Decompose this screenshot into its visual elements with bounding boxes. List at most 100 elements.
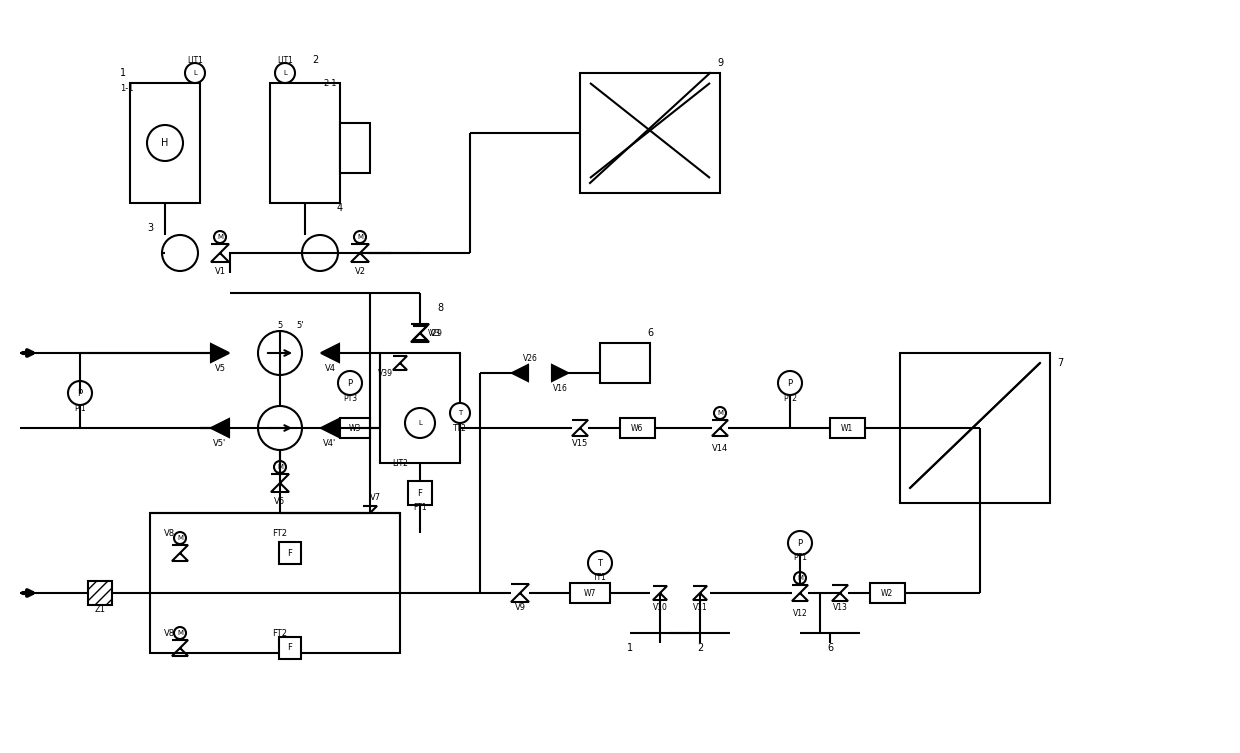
Text: V12: V12 [792, 608, 807, 617]
Text: M: M [177, 630, 184, 636]
Text: L: L [283, 70, 286, 76]
Bar [870, 583, 905, 603]
Text: W1: W1 [841, 423, 853, 432]
Bar [88, 581, 112, 605]
Text: W6: W6 [631, 423, 644, 432]
Text: 7: 7 [1056, 358, 1063, 368]
Bar [150, 513, 401, 653]
Text: 1: 1 [120, 68, 126, 78]
Circle shape [353, 231, 366, 243]
Text: W2: W2 [880, 589, 893, 597]
Text: Z1: Z1 [94, 605, 105, 614]
Text: 1-1: 1-1 [120, 84, 134, 93]
Circle shape [405, 408, 435, 438]
Text: V13: V13 [832, 603, 847, 612]
Text: 6: 6 [827, 643, 833, 653]
Text: L: L [418, 420, 422, 426]
Bar [379, 353, 460, 463]
Circle shape [174, 532, 186, 544]
Text: P: P [787, 379, 792, 388]
Text: V7: V7 [370, 493, 381, 502]
Text: LIT1: LIT1 [187, 56, 203, 65]
Text: T: T [458, 410, 463, 416]
Circle shape [588, 551, 613, 575]
Bar [279, 637, 301, 659]
Text: V5': V5' [213, 438, 227, 447]
Text: FT1: FT1 [413, 504, 427, 513]
Text: TT1: TT1 [593, 574, 606, 583]
Text: FT2: FT2 [273, 529, 288, 538]
Text: V6: V6 [274, 496, 285, 505]
Circle shape [450, 403, 470, 423]
Text: LIT1: LIT1 [277, 56, 293, 65]
Text: V10: V10 [652, 603, 667, 612]
Text: 8: 8 [436, 303, 443, 313]
Circle shape [777, 371, 802, 395]
Bar [620, 418, 655, 438]
Text: 2: 2 [697, 643, 703, 653]
Text: PT3: PT3 [343, 394, 357, 403]
Circle shape [275, 63, 295, 83]
Circle shape [714, 407, 725, 419]
Text: F: F [418, 489, 423, 498]
Text: T: T [598, 559, 603, 568]
Text: V16: V16 [553, 383, 568, 392]
Text: V5: V5 [215, 364, 226, 373]
Text: V14: V14 [712, 444, 728, 453]
Polygon shape [321, 419, 339, 437]
Circle shape [303, 235, 339, 271]
Bar [830, 418, 866, 438]
Text: 3: 3 [146, 223, 153, 233]
Polygon shape [552, 365, 568, 381]
Circle shape [408, 481, 432, 505]
Text: H: H [161, 138, 169, 148]
Text: M: M [277, 464, 283, 470]
Circle shape [258, 406, 303, 450]
Polygon shape [211, 419, 229, 437]
Polygon shape [321, 344, 339, 362]
Text: V9: V9 [515, 603, 526, 612]
Bar [408, 481, 432, 505]
Text: P: P [797, 538, 802, 547]
Circle shape [787, 531, 812, 555]
Text: FT2: FT2 [273, 629, 288, 638]
Circle shape [258, 331, 303, 375]
Circle shape [279, 542, 301, 564]
Polygon shape [211, 344, 229, 362]
Text: M: M [217, 234, 223, 240]
Text: V8: V8 [165, 629, 176, 638]
Text: TT2: TT2 [453, 423, 467, 432]
Text: 6: 6 [647, 328, 653, 338]
Bar [600, 343, 650, 383]
Text: M: M [797, 575, 804, 581]
Text: V29: V29 [428, 328, 443, 337]
Text: PT1: PT1 [794, 553, 807, 562]
Text: 9: 9 [717, 58, 723, 68]
Polygon shape [512, 365, 528, 381]
Text: V4': V4' [324, 438, 336, 447]
Text: F: F [288, 548, 293, 557]
Text: 5': 5' [296, 321, 304, 330]
Text: V15: V15 [572, 438, 588, 447]
Text: PI1: PI1 [74, 404, 86, 413]
Text: V11: V11 [693, 603, 707, 612]
Text: P: P [77, 389, 83, 398]
Bar [279, 542, 301, 564]
Text: W7: W7 [584, 589, 596, 597]
Text: 2: 2 [312, 55, 319, 65]
Bar [900, 353, 1050, 503]
Bar [130, 83, 200, 203]
Bar [340, 418, 370, 438]
Text: P: P [347, 379, 352, 388]
Text: LIT2: LIT2 [392, 459, 408, 468]
Circle shape [279, 637, 301, 659]
Circle shape [185, 63, 205, 83]
Text: M: M [177, 535, 184, 541]
Text: V2: V2 [355, 267, 366, 276]
Circle shape [794, 572, 806, 584]
Bar [570, 583, 610, 603]
Text: 2-1: 2-1 [324, 78, 337, 87]
Circle shape [215, 231, 226, 243]
Text: 5: 5 [278, 321, 283, 330]
Circle shape [274, 461, 286, 473]
